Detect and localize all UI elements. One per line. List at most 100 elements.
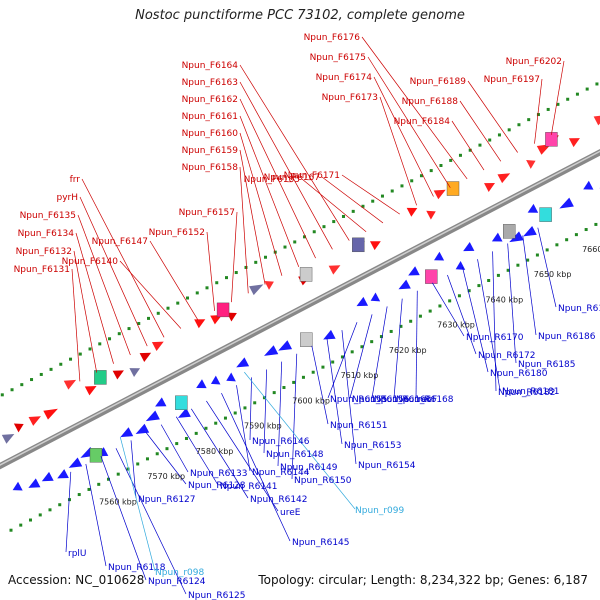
minus-gene-label: Npun_R6124 <box>148 577 206 587</box>
gene-box <box>299 267 313 282</box>
plus-gene-label: Npun_F6174 <box>316 73 373 83</box>
plus-strand-feature <box>151 341 164 352</box>
minus-gene-label: Npun_R6154 <box>358 461 416 471</box>
minus-gene-label: Npun_R6118 <box>108 563 166 573</box>
plus-gene-label: Npun_F6131 <box>14 265 70 275</box>
gene-box <box>352 237 365 253</box>
minus-leader-line <box>175 416 219 486</box>
minus-leader-line <box>477 259 501 391</box>
plus-gene-label: Npun_F6162 <box>182 95 238 105</box>
minus-leader-line <box>393 298 403 399</box>
plus-gene-label: Npun_F6167 <box>264 173 320 183</box>
minus-leader-line <box>522 235 537 336</box>
upper-tick <box>371 199 375 203</box>
lower-tick <box>204 426 208 430</box>
lower-tick <box>535 253 539 257</box>
minus-strand-feature <box>236 357 250 368</box>
plus-strand-feature <box>43 408 58 420</box>
upper-tick <box>478 143 482 147</box>
lower-tick <box>233 411 237 415</box>
rna-leader-line <box>119 436 156 572</box>
plus-strand-feature <box>63 379 77 390</box>
upper-tick <box>566 97 570 101</box>
lower-tick <box>428 309 432 313</box>
minus-leader-line <box>263 369 267 454</box>
minus-leader-line <box>236 385 251 472</box>
plus-strand-feature <box>568 138 580 148</box>
lower-tick <box>506 268 510 272</box>
minus-gene-label: Npun_R6185 <box>518 360 576 370</box>
lower-tick <box>555 243 559 247</box>
lower-tick <box>253 401 257 405</box>
minus-gene-label: Npun_R6127 <box>138 495 196 505</box>
plus-leader-line <box>149 240 199 320</box>
minus-strand-feature <box>463 242 475 252</box>
plus-leader-line <box>550 60 565 135</box>
upper-tick <box>88 347 92 351</box>
kbp-label: 7660 kbp <box>582 245 600 254</box>
plus-gene-label: Npun_F6164 <box>182 61 239 71</box>
lower-tick <box>399 324 403 328</box>
upper-tick <box>361 204 365 208</box>
lower-tick <box>38 513 42 517</box>
upper-tick <box>147 316 151 320</box>
upper-tick <box>283 245 287 249</box>
minus-gene-label: Npun_R6170 <box>466 333 524 343</box>
plus-gene-label: Npun_F6165 <box>244 175 300 185</box>
plus-leader-line <box>301 178 367 232</box>
lower-tick <box>331 360 335 364</box>
plus-strand-feature <box>28 416 41 426</box>
minus-leader-line <box>537 227 557 308</box>
upper-tick <box>195 291 199 295</box>
gene-box <box>300 332 313 347</box>
plus-gene-label: Npun_F6157 <box>179 208 235 218</box>
plus-leader-line <box>231 211 238 303</box>
lower-tick <box>145 457 149 461</box>
minus-strand-feature <box>323 329 336 340</box>
minus-leader-line <box>341 330 357 465</box>
lower-tick <box>67 498 71 502</box>
minus-leader-line <box>160 424 189 473</box>
minus-leader-line <box>432 282 465 337</box>
plus-leader-line <box>75 232 114 364</box>
minus-leader-line <box>349 314 373 399</box>
upper-tick <box>205 286 209 290</box>
minus-strand-feature <box>226 372 236 382</box>
lower-tick <box>418 314 422 318</box>
plus-strand-feature <box>593 115 600 126</box>
minus-strand-feature <box>196 379 207 389</box>
minus-strand-feature <box>278 340 293 351</box>
lower-tick <box>409 319 413 323</box>
minus-leader-line <box>206 400 279 512</box>
plus-gene-label: Npun_F6140 <box>62 257 119 267</box>
upper-tick <box>302 235 306 239</box>
lower-tick <box>545 248 549 252</box>
lower-tick <box>360 345 364 349</box>
rna-gene-label: Npun_r098 <box>155 568 205 578</box>
upper-tick <box>380 194 384 198</box>
minus-leader-line <box>415 290 418 399</box>
lower-tick <box>87 487 91 491</box>
rna-leader-line <box>244 371 356 510</box>
lower-tick <box>477 284 481 288</box>
plus-leader-line <box>77 214 131 356</box>
backbone-line <box>0 148 600 470</box>
plus-leader-line <box>81 178 165 338</box>
plus-gene-label: frr <box>70 175 81 185</box>
plus-leader-line <box>119 260 182 329</box>
upper-tick <box>244 265 248 269</box>
plus-leader-line <box>379 96 417 206</box>
minus-gene-label: rplU <box>68 549 87 559</box>
minus-strand-feature <box>527 203 539 213</box>
lower-tick <box>487 278 491 282</box>
plus-strand-feature <box>406 207 418 217</box>
kbp-label: 7560 kbp <box>99 497 137 506</box>
minus-leader-line <box>130 440 137 499</box>
lower-tick <box>214 421 218 425</box>
plus-leader-line <box>534 78 543 144</box>
plus-leader-line <box>71 268 81 382</box>
lower-tick <box>565 238 569 242</box>
minus-strand-feature <box>135 423 150 435</box>
kbp-label: 7630 kbp <box>437 321 475 330</box>
upper-tick <box>429 169 433 173</box>
